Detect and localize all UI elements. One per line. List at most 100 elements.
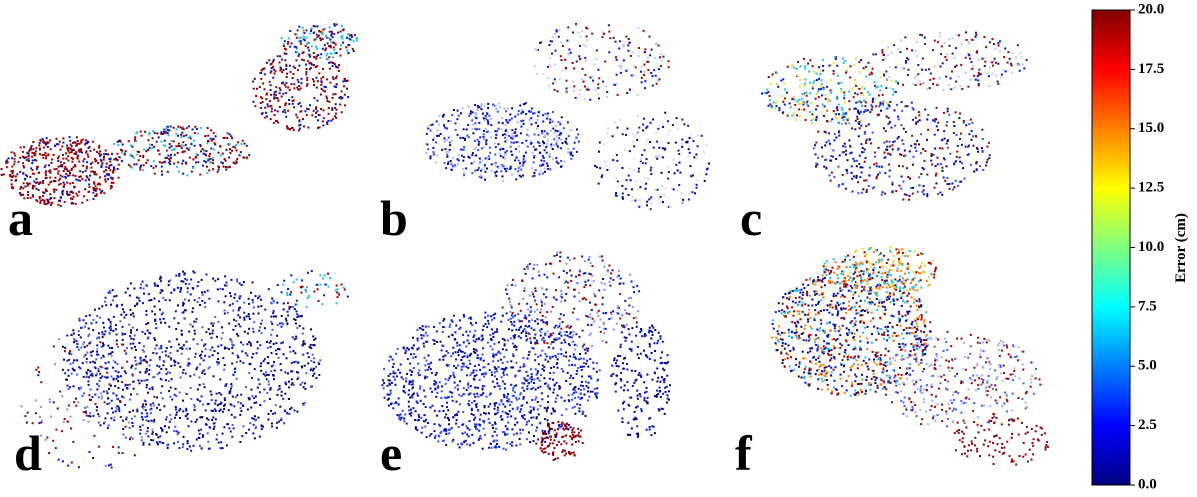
point (888, 76, 891, 78)
point (390, 381, 393, 384)
point (164, 354, 167, 357)
point (153, 305, 156, 308)
point (614, 40, 617, 43)
point (250, 344, 252, 347)
point (130, 417, 133, 420)
point (314, 337, 317, 340)
point (322, 89, 325, 92)
point (265, 98, 268, 101)
point (256, 386, 259, 389)
point (873, 163, 876, 166)
point (315, 111, 317, 114)
point (132, 342, 135, 345)
point (112, 166, 115, 169)
point (803, 82, 806, 85)
point (417, 347, 420, 350)
point (296, 86, 299, 89)
point (37, 171, 40, 174)
point (953, 163, 955, 166)
point (863, 87, 866, 90)
point (336, 296, 339, 299)
point (209, 152, 211, 155)
point (116, 405, 119, 408)
point (405, 350, 408, 353)
point (252, 100, 255, 103)
point (920, 133, 923, 136)
point (139, 428, 142, 431)
point (145, 370, 148, 373)
point (189, 293, 192, 296)
point (660, 171, 663, 174)
point (252, 432, 255, 435)
point (436, 129, 439, 132)
point (319, 274, 322, 277)
point (294, 352, 297, 355)
point (116, 363, 119, 365)
point (654, 188, 656, 191)
point (872, 97, 874, 100)
point (33, 180, 36, 183)
point (174, 387, 177, 390)
point (242, 156, 245, 159)
point (532, 161, 535, 164)
point (95, 187, 98, 190)
point (859, 100, 861, 102)
point (512, 389, 515, 392)
point (305, 36, 308, 39)
point (499, 148, 502, 151)
point (327, 112, 330, 115)
point (300, 36, 303, 39)
point (812, 147, 815, 150)
point (922, 189, 925, 192)
point (36, 200, 39, 203)
point (223, 347, 226, 350)
point (91, 161, 94, 164)
point (572, 377, 575, 380)
point (506, 433, 509, 436)
point (160, 378, 163, 381)
point (346, 87, 348, 90)
point (228, 322, 231, 325)
point (836, 64, 839, 67)
point (857, 100, 860, 103)
point (159, 318, 162, 321)
point (140, 439, 143, 442)
point (659, 56, 661, 59)
point (88, 178, 90, 181)
point (317, 34, 320, 37)
point (188, 146, 191, 149)
point (634, 66, 637, 69)
point (798, 115, 801, 117)
point (180, 352, 183, 355)
point (454, 331, 457, 334)
point (555, 30, 558, 33)
point (155, 433, 157, 435)
point (181, 446, 184, 449)
point (122, 433, 125, 436)
point (863, 131, 866, 134)
point (48, 401, 51, 404)
point (627, 174, 630, 177)
point (160, 165, 163, 168)
point (186, 442, 189, 445)
point (901, 67, 904, 70)
point (424, 425, 427, 428)
point (278, 385, 281, 387)
point (104, 180, 107, 183)
point (71, 141, 74, 144)
point (522, 155, 525, 158)
point (130, 329, 132, 332)
point (470, 409, 473, 412)
point (356, 39, 358, 42)
point (538, 173, 541, 176)
point (267, 380, 270, 383)
point (235, 377, 238, 380)
point (145, 419, 148, 422)
point (300, 105, 303, 108)
point (180, 333, 183, 336)
point (105, 304, 108, 307)
point (105, 376, 108, 379)
point (247, 397, 250, 400)
point (270, 333, 273, 336)
point (489, 151, 492, 154)
